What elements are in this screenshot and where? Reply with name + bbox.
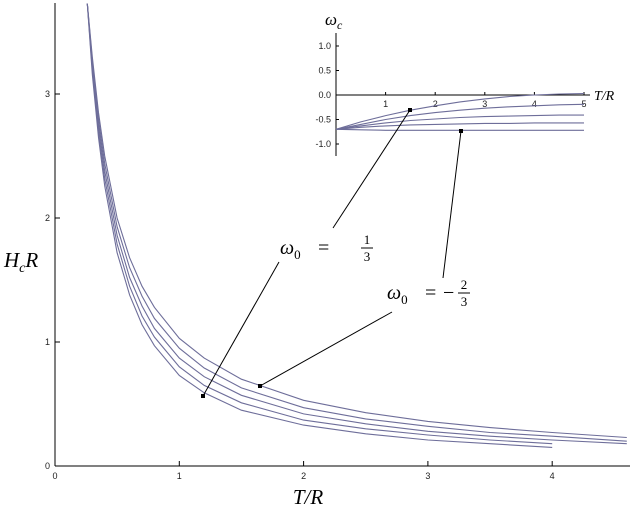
- annotation-lhs: ω0: [387, 282, 408, 307]
- curve: [86, 3, 627, 439]
- x-tick-label: 4: [532, 99, 537, 109]
- annotation: ω0 = 1 3 ω0 = − 2 3: [280, 232, 470, 309]
- lhs: ω: [387, 282, 401, 304]
- inset-y-label-sub: c: [337, 18, 343, 32]
- numerator: 2: [461, 277, 468, 292]
- x-tick-label: 1: [177, 471, 182, 481]
- annotation-lines: [202, 109, 462, 397]
- x-tick-label: 3: [425, 471, 430, 481]
- denominator: 3: [461, 294, 468, 309]
- curve: [335, 92, 585, 130]
- annotation-rel: =: [425, 282, 436, 304]
- x-tick-label: 1: [383, 99, 388, 109]
- curve: [86, 3, 553, 445]
- sub: 0: [294, 247, 301, 262]
- x-tick-label: 2: [433, 99, 438, 109]
- annotation-rel: =: [318, 237, 329, 259]
- y-tick-label: 0.5: [318, 65, 331, 75]
- pointer-dot: [459, 129, 463, 133]
- pointer: [332, 109, 411, 229]
- pointer-dot: [408, 108, 412, 112]
- y-tick-label: 1.0: [318, 41, 331, 51]
- lhs: ω: [280, 237, 294, 259]
- y-label-base: H: [3, 248, 21, 272]
- numerator: 1: [364, 232, 371, 247]
- y-tick-label: 2: [45, 213, 50, 223]
- x-axis-label: T/R: [293, 485, 324, 509]
- pointer-dot: [258, 384, 262, 388]
- inset-y-label-base: ω: [325, 10, 337, 29]
- curve: [335, 122, 584, 130]
- pointer-dot: [201, 394, 205, 398]
- y-tick-label: 0: [45, 461, 50, 471]
- y-tick-label: 3: [45, 89, 50, 99]
- y-tick-label: -1.0: [315, 139, 331, 149]
- curve: [335, 103, 585, 130]
- annotation-lhs: ω0: [280, 237, 301, 262]
- curve: [86, 3, 553, 448]
- inset-x-label: T/R: [594, 89, 615, 104]
- y-tick-label: 0.0: [318, 90, 331, 100]
- x-tick-label: 4: [550, 471, 555, 481]
- y-tick-label: 1: [45, 337, 50, 347]
- denominator: 3: [364, 249, 371, 264]
- pointer-dots: [201, 108, 463, 398]
- x-tick-label: 2: [301, 471, 306, 481]
- x-tick-label: 0: [52, 471, 57, 481]
- annotation-sign: −: [443, 282, 454, 304]
- x-tick-label: 3: [482, 99, 487, 109]
- pointer: [259, 311, 393, 387]
- y-axis-label: HcR: [3, 248, 38, 276]
- x-tick-label: 5: [581, 99, 586, 109]
- inset-y-label: ωc: [325, 10, 343, 32]
- curve: [86, 3, 627, 442]
- y-tick-label: -0.5: [315, 114, 331, 124]
- curve: [335, 114, 584, 130]
- curve: [86, 3, 627, 445]
- y-label-sub: c: [19, 261, 26, 276]
- pointer: [442, 130, 462, 279]
- sub: 0: [401, 292, 408, 307]
- pointer: [202, 261, 280, 397]
- y-label-rest: R: [24, 248, 38, 272]
